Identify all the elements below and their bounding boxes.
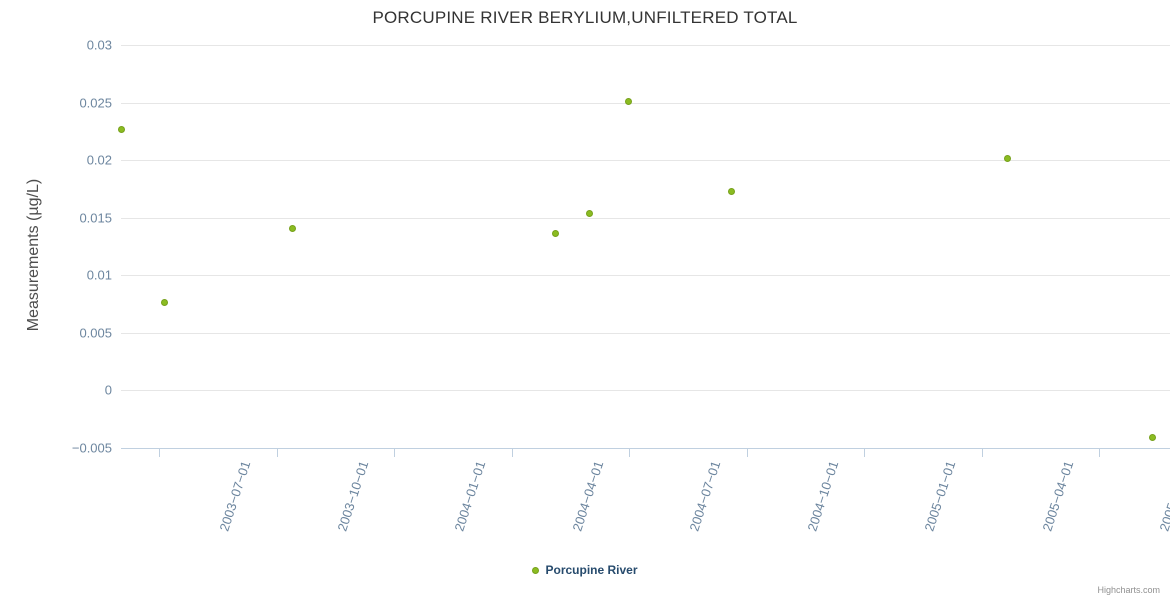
gridline [121, 217, 1170, 219]
data-point[interactable] [117, 125, 125, 133]
x-tick-label: 2004−07−01 [686, 459, 724, 534]
gridline [121, 275, 1170, 277]
y-tick-label: 0.01 [86, 267, 112, 283]
x-tick-mark [394, 448, 395, 457]
gridline [121, 102, 1170, 104]
x-tick-mark [629, 448, 630, 457]
x-tick-mark [159, 448, 160, 457]
gridline [121, 45, 1170, 46]
data-point[interactable] [585, 209, 593, 217]
y-axis-labels: Measurements (µg/L) 0.03 0.025 0.02 0.015 0.… [0, 0, 112, 600]
gridline [121, 160, 1170, 162]
y-tick-label: 0.025 [79, 95, 112, 111]
x-tick-label: 2004−04−01 [568, 459, 606, 534]
x-tick-label: 2004−10−01 [803, 459, 841, 534]
y-axis-title: Measurements (µg/L) [25, 178, 42, 332]
data-point[interactable] [551, 229, 559, 237]
plot-area [117, 45, 1170, 449]
gridline [121, 390, 1170, 392]
data-point[interactable] [727, 187, 735, 195]
y-tick-label: 0.005 [79, 325, 112, 341]
x-tick-mark [864, 448, 865, 457]
x-tick-label: 2003−10−01 [333, 459, 371, 534]
x-tick-label: 2005−04−01 [1038, 459, 1076, 534]
gridline [121, 332, 1170, 334]
data-point[interactable] [624, 97, 632, 105]
legend-item-porcupine-river[interactable]: Porcupine River [545, 563, 638, 577]
x-tick-label: 2004−01−01 [451, 459, 489, 534]
x-tick-label: 2003−07−01 [216, 459, 254, 534]
x-tick-label: 2005−07−01 [1156, 459, 1170, 534]
credits-link[interactable]: Highcharts.com [1097, 585, 1160, 595]
x-tick-mark [511, 448, 513, 457]
x-tick-mark [1099, 448, 1100, 457]
data-point[interactable] [160, 298, 168, 306]
y-tick-label: 0.015 [79, 210, 112, 226]
data-point[interactable] [1148, 433, 1156, 441]
x-tick-mark [746, 448, 748, 457]
x-tick-mark [981, 448, 983, 457]
x-axis-line [121, 448, 1170, 449]
data-point[interactable] [1003, 154, 1011, 162]
y-tick-label: 0.02 [86, 152, 112, 168]
x-tick-label: 2005−01−01 [921, 459, 959, 534]
x-tick-mark [276, 448, 278, 457]
legend-marker-icon [532, 566, 540, 574]
y-tick-label: −0.005 [71, 440, 112, 456]
y-tick-label: 0 [104, 382, 112, 398]
data-point[interactable] [288, 224, 296, 232]
chart-title: PORCUPINE RIVER BERYLIUM,UNFILTERED TOTA… [372, 8, 798, 27]
chart-legend: Porcupine River [0, 563, 1170, 577]
y-tick-label: 0.03 [86, 37, 112, 53]
